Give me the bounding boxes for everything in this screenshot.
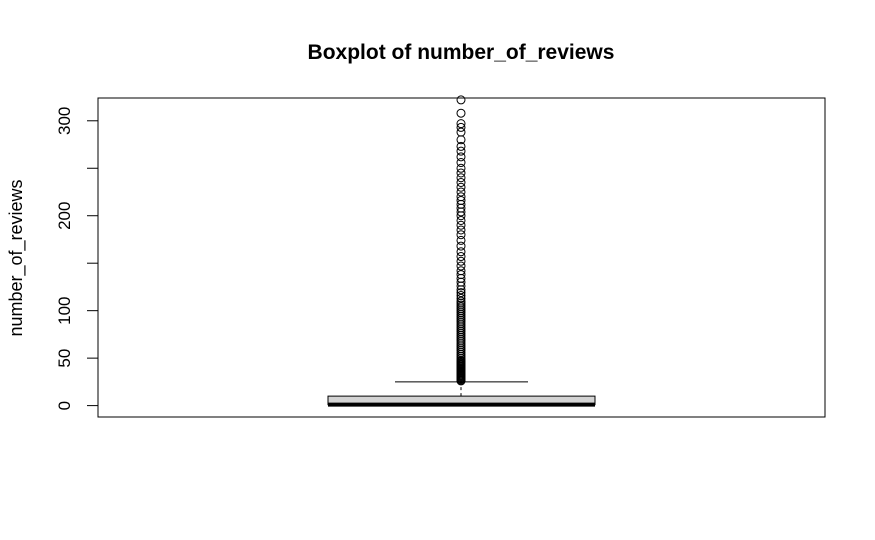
- outlier-point: [456, 266, 466, 276]
- outlier-point: [456, 163, 466, 173]
- outlier-point: [456, 141, 466, 151]
- outlier-point: [456, 108, 466, 118]
- outlier-point: [456, 241, 466, 251]
- outlier-point: [456, 252, 466, 262]
- outlier-point: [456, 256, 466, 266]
- y-tick-label-0: 0: [55, 401, 74, 410]
- outlier-point: [456, 146, 466, 156]
- outlier-point: [456, 225, 466, 235]
- outlier-point: [456, 127, 466, 137]
- y-tick-label-200: 200: [55, 202, 74, 230]
- outlier-point: [456, 122, 466, 132]
- outlier-point: [456, 220, 466, 230]
- outlier-point: [456, 230, 466, 240]
- box-group: [327, 381, 596, 407]
- outlier-point: [456, 173, 466, 183]
- outlier-point: [456, 152, 466, 162]
- y-axis: 0 50 100 200 300: [55, 107, 99, 410]
- outlier-point: [456, 95, 466, 105]
- y-tick-label-300: 300: [55, 107, 74, 135]
- y-tick-label-100: 100: [55, 296, 74, 324]
- y-tick-label-50: 50: [55, 349, 74, 368]
- outlier-point: [456, 177, 466, 187]
- outlier-point: [456, 296, 466, 306]
- outlier-point: [456, 182, 466, 192]
- y-axis-label: number_of_reviews: [6, 179, 27, 336]
- outlier-point: [456, 235, 466, 245]
- chart-title: Boxplot of number_of_reviews: [308, 41, 615, 64]
- outlier-point: [456, 215, 466, 225]
- outlier-point: [456, 288, 466, 298]
- outlier-point: [456, 270, 466, 280]
- outlier-group: [456, 95, 466, 386]
- outlier-point: [456, 293, 466, 303]
- outlier-point: [456, 196, 466, 206]
- outlier-point: [456, 290, 466, 300]
- outlier-point: [456, 247, 466, 257]
- outlier-point: [456, 187, 466, 197]
- outlier-point: [456, 158, 466, 168]
- outlier-point: [456, 119, 466, 129]
- outlier-point: [456, 261, 466, 271]
- outlier-point: [456, 192, 466, 202]
- outlier-point: [456, 168, 466, 178]
